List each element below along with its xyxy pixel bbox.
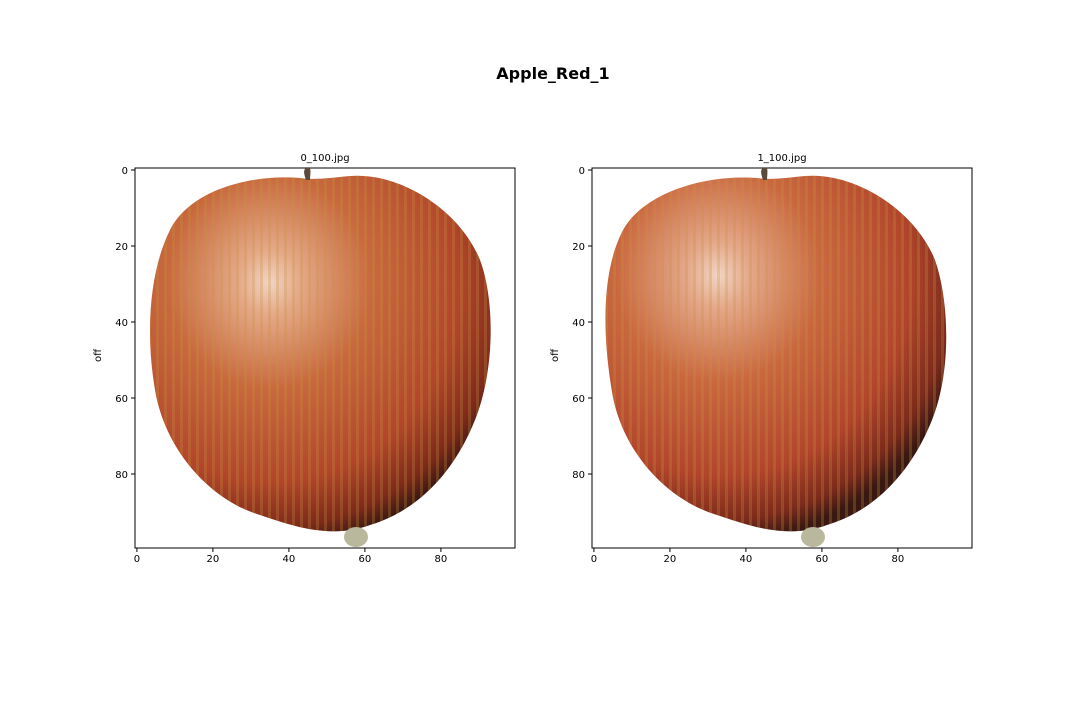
y-tick-label: 0 [579,166,585,177]
y-tick-label: 60 [115,394,128,405]
apple-stripes [150,175,491,532]
apple-calyx [801,527,825,547]
x-tick-label: 0 [591,554,597,565]
panel-title: 0_100.jpg [300,153,350,164]
x-tick-label: 40 [740,554,753,565]
apple-stem [761,168,768,180]
image-panel-0: 0_100.jpg off 0 20 [93,150,520,565]
x-tick-label: 0 [134,554,140,565]
x-tick-label: 80 [892,554,905,565]
x-axis: 0 20 40 60 80 [591,548,905,565]
y-tick-label: 20 [572,242,585,253]
x-tick-label: 60 [816,554,829,565]
x-tick-label: 40 [283,554,296,565]
x-tick-label: 60 [359,554,372,565]
apple-stem [304,168,311,180]
y-tick-label: 20 [115,242,128,253]
x-tick-label: 20 [664,554,677,565]
x-tick-label: 20 [207,554,220,565]
panel-plot: 0 20 40 60 80 0 20 40 60 80 [572,166,973,565]
apple-calyx [344,527,368,547]
y-tick-label: 40 [572,318,585,329]
panel-plot: 0 20 40 60 80 0 20 40 60 80 [115,166,516,565]
image-panel-1: 1_100.jpg off 0 20 40 60 [550,150,977,565]
y-axis: 0 20 40 60 80 [115,166,135,481]
panel-title: 1_100.jpg [757,153,807,164]
x-tick-label: 80 [435,554,448,565]
y-tick-label: 80 [572,470,585,481]
y-tick-label: 80 [115,470,128,481]
y-tick-label: 60 [572,394,585,405]
y-tick-label: 0 [122,166,128,177]
y-axis: 0 20 40 60 80 [572,166,592,481]
x-axis: 0 20 40 60 80 [134,548,448,565]
figure-title: Apple_Red_1 [496,64,610,83]
apple-stripes [605,175,947,532]
y-tick-label: 40 [115,318,128,329]
